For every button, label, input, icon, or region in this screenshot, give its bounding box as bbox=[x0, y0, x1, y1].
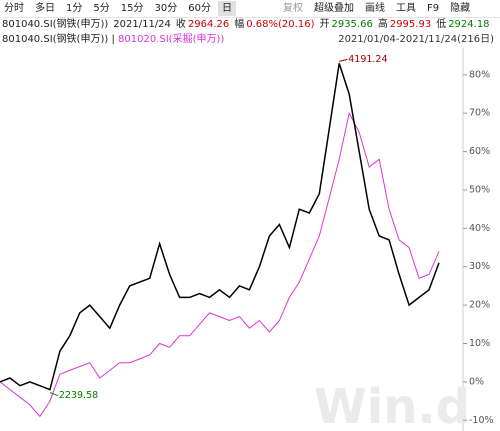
series-line bbox=[0, 111, 440, 418]
y-tick-label: 0% bbox=[469, 376, 484, 387]
y-tick-label: 20% bbox=[469, 300, 490, 311]
annotation-leader bbox=[339, 58, 348, 62]
toolbar-button[interactable]: 60分 bbox=[188, 3, 211, 14]
toolbar-button[interactable]: 分时 bbox=[4, 3, 24, 14]
series-line bbox=[0, 63, 440, 391]
y-tick-label: 50% bbox=[469, 184, 490, 195]
y-tick-label: 70% bbox=[469, 108, 490, 119]
toolbar: 分时 多日 1分 5分 15分 30分 60分日 复权 超级叠加 画线 工具 F9 隐藏 bbox=[0, 0, 500, 18]
toolbar-button[interactable]: 画线 bbox=[364, 3, 385, 14]
quote-label: 高 bbox=[377, 19, 388, 30]
quote-label: 幅 bbox=[234, 19, 245, 30]
toolbar-button[interactable]: 日 bbox=[217, 1, 236, 16]
y-tick-label: -10% bbox=[469, 415, 494, 426]
annotation-leader bbox=[49, 392, 59, 397]
legend-separator: | bbox=[111, 34, 119, 45]
toolbar-button[interactable]: 隐藏 bbox=[450, 3, 471, 14]
quote-label: 开 bbox=[319, 19, 330, 30]
toolbar-button[interactable]: 5分 bbox=[93, 3, 110, 14]
y-tick-label: 80% bbox=[469, 69, 490, 80]
security-name: 801040.SI(钢铁(申万)) bbox=[2, 19, 109, 30]
quote-value: 2995.93 bbox=[389, 19, 432, 30]
quote-label: 低 bbox=[436, 19, 447, 30]
quote-value: 2924.18 bbox=[448, 19, 490, 30]
toolbar-button[interactable]: 1分 bbox=[66, 3, 83, 14]
toolbar-button[interactable]: 工具 bbox=[395, 3, 416, 14]
y-tick-label: 60% bbox=[469, 146, 490, 157]
quote-value: 0.68%(20.16) bbox=[246, 19, 315, 30]
quote-value: 2964.26 bbox=[187, 19, 230, 30]
toolbar-button[interactable]: 15分 bbox=[120, 3, 144, 14]
toolbar-button[interactable]: 多日 bbox=[35, 3, 55, 14]
quote-row: 801040.SI(钢铁(申万)) 2021/11/24 收 2964.26 幅 0.68… bbox=[2, 18, 495, 32]
watermark: Win.d bbox=[314, 379, 470, 431]
toolbar-button[interactable]: 复权 bbox=[282, 3, 303, 14]
toolbar-button[interactable]: F9 bbox=[426, 3, 440, 14]
quote-value: 2935.66 bbox=[331, 19, 373, 30]
legend-series-1: 801020.SI(采掘(申万)) bbox=[118, 34, 225, 45]
legend-row: 801040.SI(钢铁(申万)) | 801020.SI(采掘(申万)) 20… bbox=[2, 33, 498, 46]
date-range: 2021/01/04-2021/11/24(216日) bbox=[338, 34, 494, 45]
y-tick-label: 40% bbox=[469, 223, 490, 234]
y-tick-label: 10% bbox=[469, 338, 490, 349]
legend-series-0: 801040.SI(钢铁(申万)) bbox=[2, 34, 109, 45]
y-tick-label: 30% bbox=[469, 261, 490, 272]
annotation: 2239.58 bbox=[59, 390, 98, 401]
quote-label: 收 bbox=[175, 19, 186, 30]
toolbar-button[interactable]: 超级叠加 bbox=[313, 3, 354, 14]
toolbar-button[interactable]: 30分 bbox=[154, 3, 178, 14]
annotation: 4191.24 bbox=[348, 54, 387, 65]
quote-date: 2021/11/24 bbox=[113, 19, 171, 30]
